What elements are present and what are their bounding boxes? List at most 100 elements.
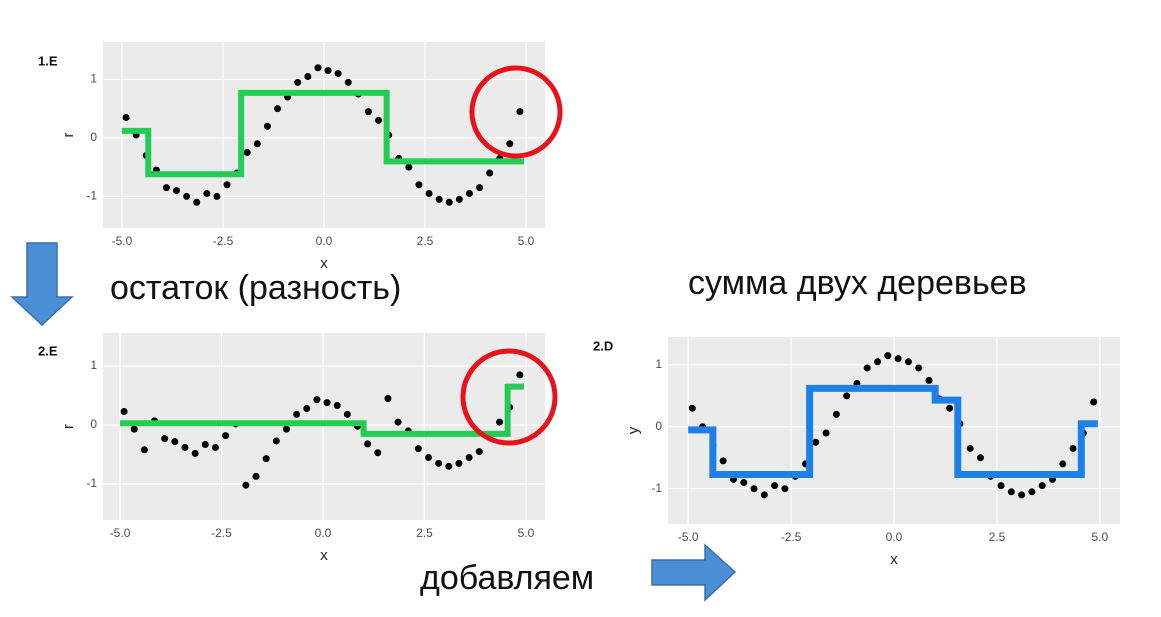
point [455,459,463,467]
point [203,189,211,197]
point [1059,460,1067,468]
x-tick-label: 2.5 [417,234,434,248]
x-tick-label: 2.5 [416,526,433,540]
point [222,432,230,440]
y-axis-title: y [625,426,642,434]
point [414,445,422,453]
point [719,457,727,465]
x-tick-label: 0.0 [886,530,903,544]
x-tick-label: -2.5 [211,526,232,540]
y-tick-label: -1 [86,476,97,490]
point [303,405,311,413]
point [120,407,128,415]
point [293,410,301,418]
point [966,444,974,452]
point [294,78,302,86]
y-tick-label: -1 [86,189,97,203]
point [344,78,352,86]
y-tick-label: 1 [655,357,662,371]
point [1007,488,1015,496]
point [516,371,524,379]
point [122,113,130,121]
charts: -5.0 -2.5 0.0 2.5 5.0 -1 0 1 1.E x r -5.0 -2.5 0.0 2.5… [38,42,1120,568]
point [323,399,331,407]
point [884,352,892,360]
y-tick-label: -1 [651,481,662,495]
point [324,67,332,75]
x-axis-title: x [320,255,328,272]
point [415,181,423,189]
point [863,364,871,372]
point [445,462,453,470]
y-axis-title: r [60,133,77,138]
point [162,184,170,192]
point [140,446,148,454]
point [374,449,382,457]
point [997,482,1005,490]
point [252,472,260,480]
point [1018,491,1026,499]
point [822,429,830,437]
x-tick-label: 5.0 [518,526,535,540]
x-tick-label: 5.0 [518,234,535,248]
point [915,364,923,372]
point [243,149,251,157]
point [304,73,312,81]
point [475,448,483,456]
point [465,453,473,461]
point [171,438,179,446]
point [812,438,820,446]
point [130,425,138,433]
point [173,187,181,195]
point [201,440,209,448]
point [211,443,219,451]
step-line [121,89,524,178]
point [334,70,342,78]
point [425,189,433,197]
point [465,189,473,197]
y-tick-label: 0 [655,419,662,433]
point [333,402,341,410]
point [781,485,789,493]
point [1038,482,1046,490]
point [272,437,280,445]
point [405,163,413,171]
point [242,481,250,489]
point [394,418,402,426]
point [375,116,383,124]
point [435,459,443,467]
point [1028,488,1036,496]
x-tick-label: -5.0 [678,530,699,544]
point [476,184,484,192]
point [496,418,504,426]
x-tick-label: -5.0 [112,234,133,248]
x-tick-label: 5.0 [1091,530,1108,544]
point [282,425,290,433]
point [976,454,984,462]
x-tick-label: 0.0 [316,234,333,248]
point [771,482,779,490]
point [384,394,392,402]
y-axis-title: r [60,424,77,429]
x-tick-label: 2.5 [989,530,1006,544]
point [213,192,221,200]
x-tick-label: -5.0 [110,526,131,540]
highlight-circle [460,348,558,446]
y-tick-label: 0 [90,417,97,431]
point [181,443,189,451]
point [223,181,231,189]
point [263,122,271,130]
y-tick-label: 1 [90,72,97,86]
down-arrow [10,242,74,327]
point [161,435,169,443]
point [925,376,933,384]
point [364,108,372,116]
panel-title: 1.E [38,53,58,68]
caption-residual: остаток (разность) [110,269,401,307]
point [183,192,191,200]
x-tick-label: -2.5 [781,530,802,544]
point [364,440,372,448]
point [313,396,321,404]
point [455,195,463,203]
